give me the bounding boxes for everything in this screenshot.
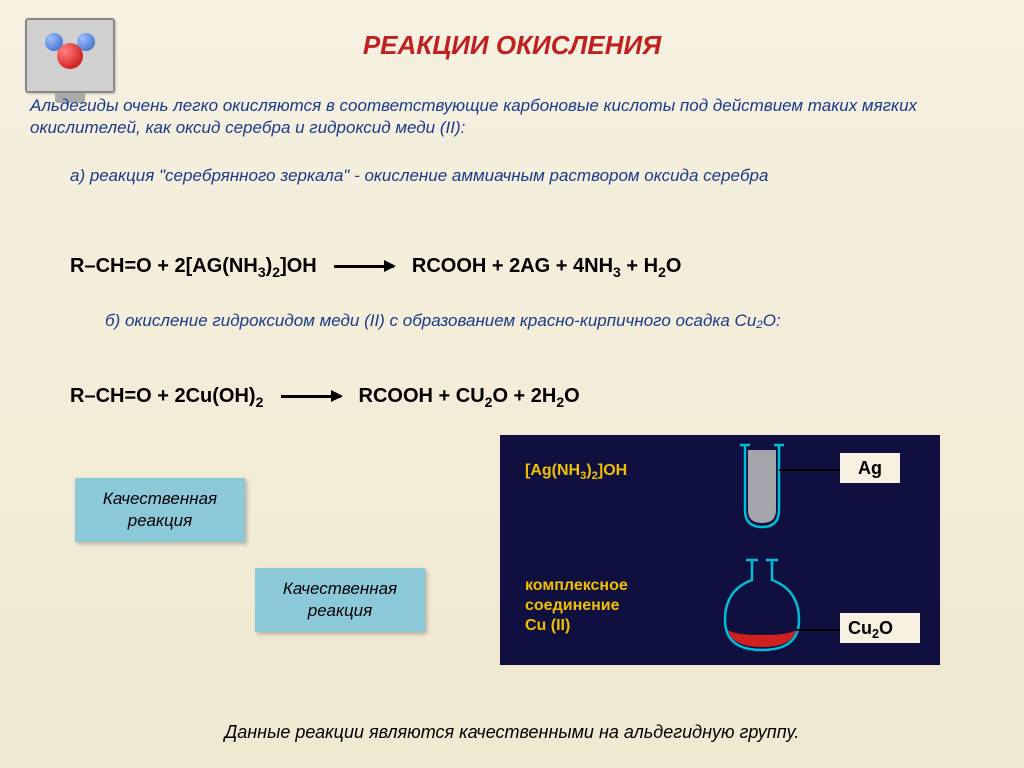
slide-title: РЕАКЦИИ ОКИСЛЕНИЯ [0, 30, 1024, 61]
qual-reaction-box-b: Качественная реакция [255, 568, 425, 632]
diag-cu-line1: комплексное [525, 577, 628, 594]
reaction-diagram: [Ag(NH3)2]OH комплексное соединение Cu (… [500, 435, 940, 665]
equation-a: R–CH=O + 2[AG(NH3)2]OH RCOOH + 2AG + 4NH… [70, 255, 681, 280]
arrow-icon [334, 265, 394, 268]
section-b-text: б) окисление гидроксидом меди (II) с обр… [105, 310, 984, 332]
diag-cu-line2: соединение [525, 597, 620, 614]
diag-complex-formula: [Ag(NH3)2]OH [525, 462, 627, 482]
section-a-text: а) реакция "серебрянного зеркала" - окис… [70, 165, 984, 187]
flask-icon [725, 560, 799, 650]
intro-paragraph: Альдегиды очень легко окисляются в соотв… [30, 95, 994, 139]
test-tube-icon [740, 445, 784, 527]
label-ag: Ag [858, 458, 882, 478]
equation-b: R–CH=O + 2Cu(OH)2 RCOOH + CU2O + 2H2O [70, 385, 580, 410]
arrow-icon [281, 395, 341, 398]
diag-cu-line3: Cu (II) [525, 617, 570, 634]
label-cu2o: Cu2O [848, 618, 893, 641]
footer-text: Данные реакции являются качественными на… [0, 722, 1024, 743]
qual-reaction-box-a: Качественная реакция [75, 478, 245, 542]
